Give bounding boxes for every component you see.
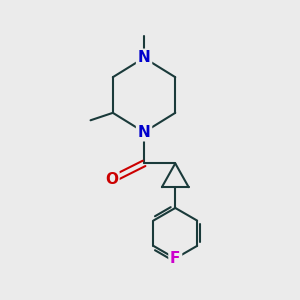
Text: N: N (138, 50, 150, 65)
Text: N: N (138, 125, 150, 140)
Text: F: F (170, 251, 181, 266)
Text: O: O (105, 172, 118, 187)
